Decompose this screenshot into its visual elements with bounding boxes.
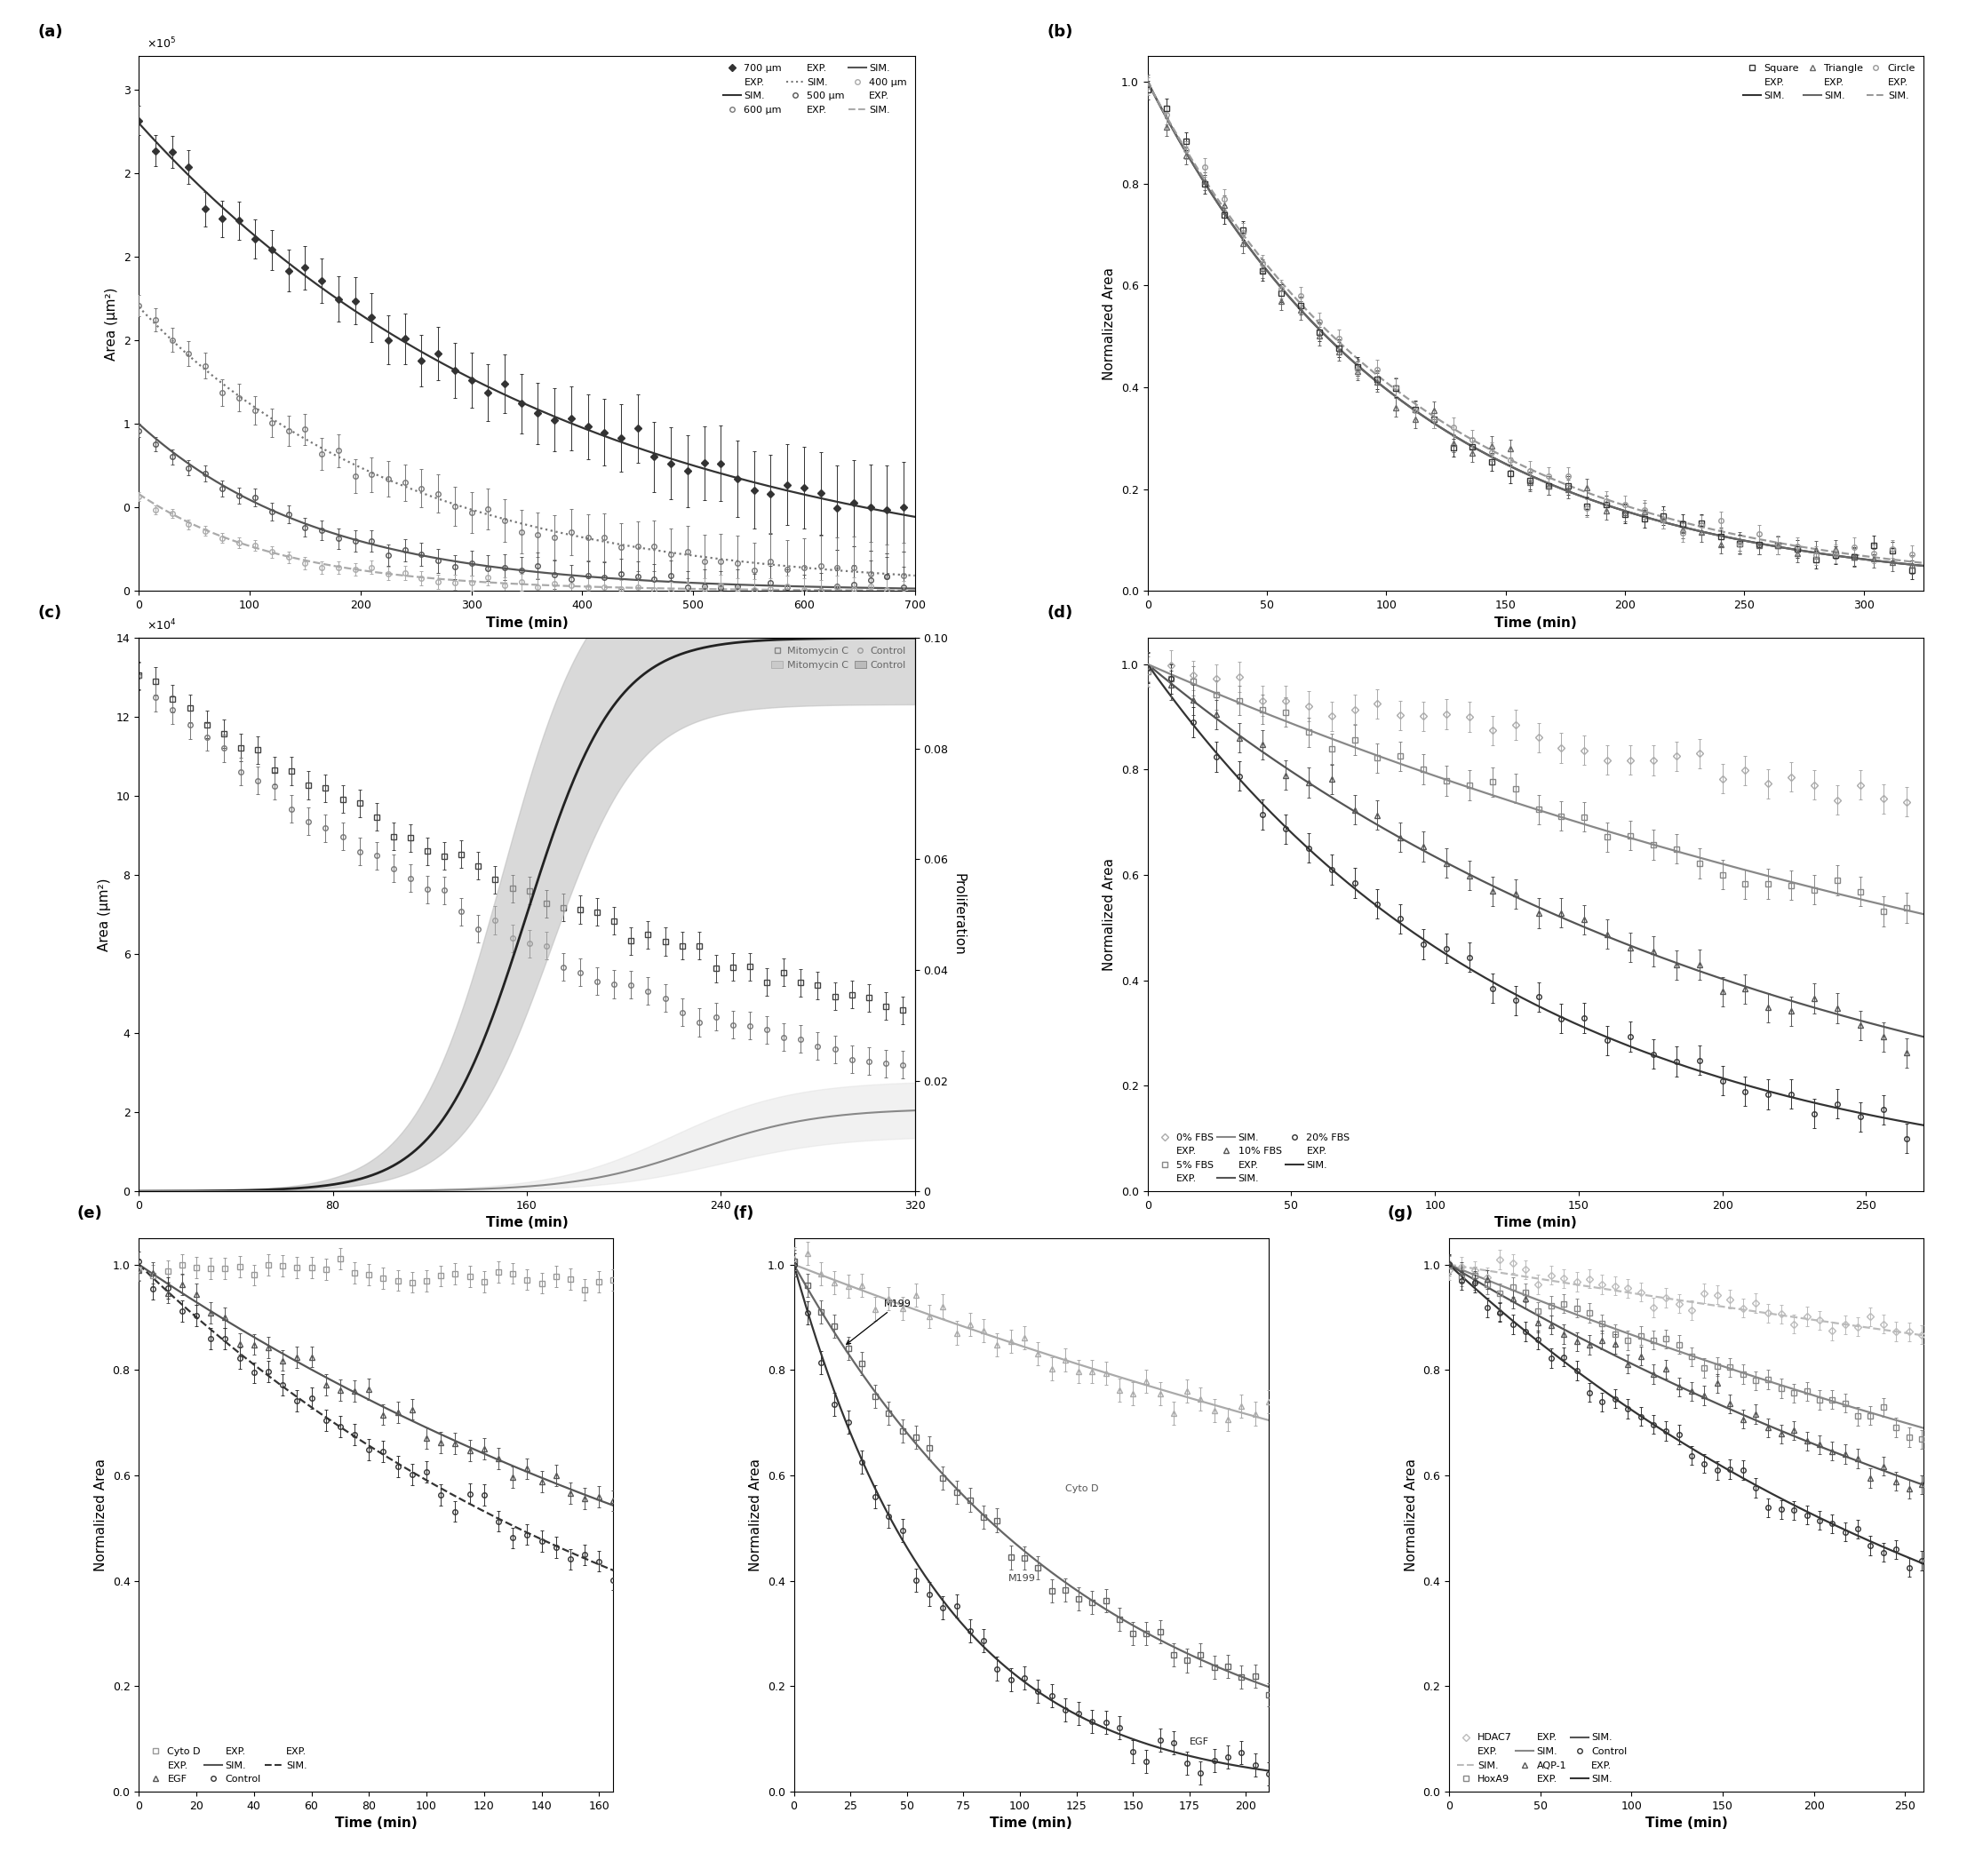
Text: (g): (g) <box>1388 1204 1414 1221</box>
Y-axis label: Normalized Area: Normalized Area <box>1103 857 1116 972</box>
Legend: 700 μm, EXP., SIM., 600 μm, EXP., SIM., 500 μm, EXP., SIM., 400 μm, EXP., SIM.: 700 μm, EXP., SIM., 600 μm, EXP., SIM., … <box>720 62 910 118</box>
X-axis label: Time (min): Time (min) <box>486 1216 567 1229</box>
Legend: Cyto D, EXP., EGF, EXP., SIM., Control, EXP., SIM.: Cyto D, EXP., EGF, EXP., SIM., Control, … <box>143 1745 309 1786</box>
Y-axis label: Area (μm²): Area (μm²) <box>105 287 119 360</box>
Y-axis label: Normalized Area: Normalized Area <box>1103 266 1116 381</box>
Text: M199: M199 <box>847 1300 912 1345</box>
Text: (f): (f) <box>732 1204 754 1221</box>
Text: Cyto D: Cyto D <box>1065 1484 1099 1493</box>
Legend: Mitomycin C, Mitomycin C, Control, Control: Mitomycin C, Mitomycin C, Control, Contr… <box>767 643 910 673</box>
Legend: Square, EXP., SIM., Triangle, EXP., SIM., Circle, EXP., SIM.: Square, EXP., SIM., Triangle, EXP., SIM.… <box>1741 62 1920 103</box>
Text: (c): (c) <box>38 604 61 621</box>
X-axis label: Time (min): Time (min) <box>1495 1216 1576 1229</box>
Text: M199: M199 <box>1009 1574 1035 1583</box>
Text: (d): (d) <box>1047 604 1073 621</box>
Text: (b): (b) <box>1047 24 1073 39</box>
Y-axis label: Normalized Area: Normalized Area <box>93 1458 107 1572</box>
Y-axis label: Proliferation: Proliferation <box>952 874 966 955</box>
X-axis label: Time (min): Time (min) <box>1495 615 1576 628</box>
X-axis label: Time (min): Time (min) <box>335 1816 416 1829</box>
Legend: HDAC7, EXP., SIM., HoxA9, EXP., SIM., AQP-1, EXP., SIM., Control, EXP., SIM.: HDAC7, EXP., SIM., HoxA9, EXP., SIM., AQ… <box>1454 1730 1630 1786</box>
Text: EGF: EGF <box>1190 1737 1210 1747</box>
Text: $\times 10^5$: $\times 10^5$ <box>147 36 176 51</box>
Text: $\times 10^4$: $\times 10^4$ <box>147 617 176 632</box>
Y-axis label: Normalized Area: Normalized Area <box>750 1458 763 1572</box>
Text: (e): (e) <box>77 1204 103 1221</box>
Y-axis label: Area (μm²): Area (μm²) <box>97 878 111 951</box>
X-axis label: Time (min): Time (min) <box>1646 1816 1727 1829</box>
X-axis label: Time (min): Time (min) <box>486 615 567 628</box>
Y-axis label: Normalized Area: Normalized Area <box>1404 1458 1418 1572</box>
Legend: 0% FBS, EXP., 5% FBS, EXP., SIM., 10% FBS, EXP., SIM., 20% FBS, EXP., SIM.: 0% FBS, EXP., 5% FBS, EXP., SIM., 10% FB… <box>1152 1129 1352 1186</box>
Text: (a): (a) <box>38 24 63 39</box>
X-axis label: Time (min): Time (min) <box>990 1816 1073 1829</box>
